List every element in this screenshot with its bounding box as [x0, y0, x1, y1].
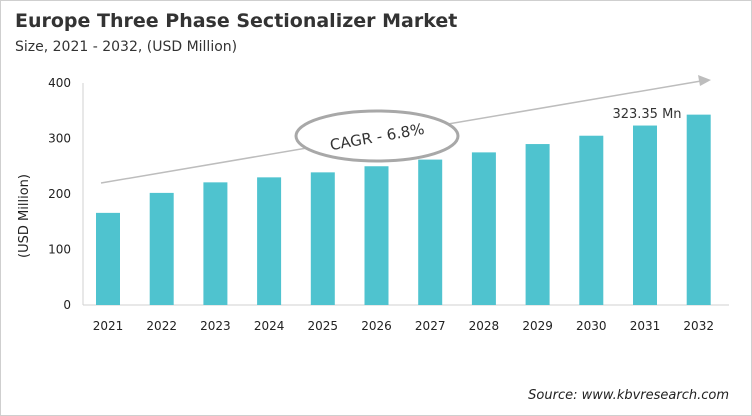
x-tick-label: 2023 — [200, 319, 231, 333]
y-tick-label: 300 — [48, 132, 71, 146]
x-tick-label: 2032 — [683, 319, 714, 333]
x-tick-label: 2025 — [308, 319, 339, 333]
value-label-2031: 323.35 Mn — [612, 107, 681, 122]
chart-subtitle: Size, 2021 - 2032, (USD Million) — [15, 39, 238, 55]
cagr-ellipse — [294, 109, 460, 163]
bar-2027 — [418, 159, 443, 305]
y-tick-label: 0 — [63, 298, 71, 312]
x-tick-label: 2030 — [576, 319, 607, 333]
bar-2032 — [686, 114, 711, 305]
y-tick-label: 200 — [48, 187, 71, 201]
x-tick-label: 2029 — [522, 319, 553, 333]
bar-2029 — [525, 144, 550, 305]
bar-2025 — [310, 172, 335, 305]
bar-2024 — [257, 177, 282, 305]
source-note: Source: www.kbvresearch.com — [528, 388, 729, 403]
x-tick-label: 2027 — [415, 319, 446, 333]
bar-2030 — [579, 135, 604, 305]
y-tick-label: 400 — [48, 76, 71, 90]
bar-2023 — [203, 182, 228, 305]
x-tick-label: 2021 — [93, 319, 124, 333]
bar-2021 — [96, 212, 120, 305]
trend-arrow-head — [698, 75, 711, 86]
bar-2026 — [364, 166, 389, 305]
x-tick-label: 2026 — [361, 319, 392, 333]
bar-2028 — [471, 152, 496, 305]
bar-2022 — [149, 192, 174, 305]
bar-2031 — [633, 125, 657, 306]
chart-title: Europe Three Phase Sectionalizer Market — [15, 10, 458, 32]
y-axis-label: (USD Million) — [17, 174, 32, 258]
x-tick-label: 2022 — [146, 319, 177, 333]
y-tick-label: 100 — [48, 243, 71, 257]
x-tick-label: 2028 — [469, 319, 500, 333]
x-tick-label: 2031 — [630, 319, 661, 333]
x-tick-label: 2024 — [254, 319, 285, 333]
